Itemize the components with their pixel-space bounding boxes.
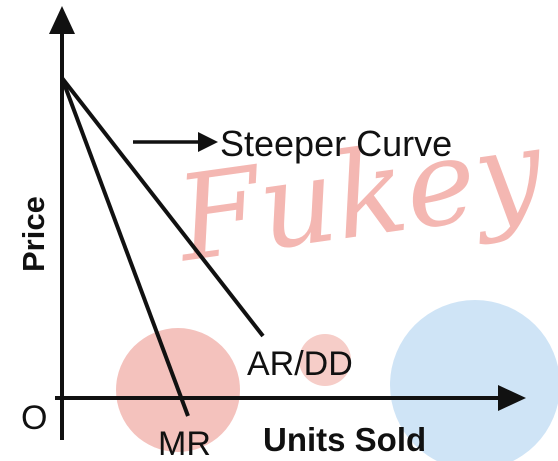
annotation-label: Steeper Curve xyxy=(220,123,452,164)
mr-label: MR xyxy=(158,425,211,461)
annotation-arrow-head xyxy=(198,132,218,152)
origin-label: O xyxy=(21,399,47,437)
watermark-pink-circle-small xyxy=(299,334,351,386)
watermark-blue-circle xyxy=(390,300,558,461)
ar-dd-line xyxy=(60,76,265,338)
x-axis-label: Units Sold xyxy=(263,421,426,458)
mr-line xyxy=(60,77,190,417)
y-axis-arrowhead xyxy=(49,6,75,34)
ar-dd-label: AR/DD xyxy=(247,345,353,383)
y-axis-label: Price xyxy=(16,196,51,272)
x-axis-arrowhead xyxy=(498,385,526,411)
